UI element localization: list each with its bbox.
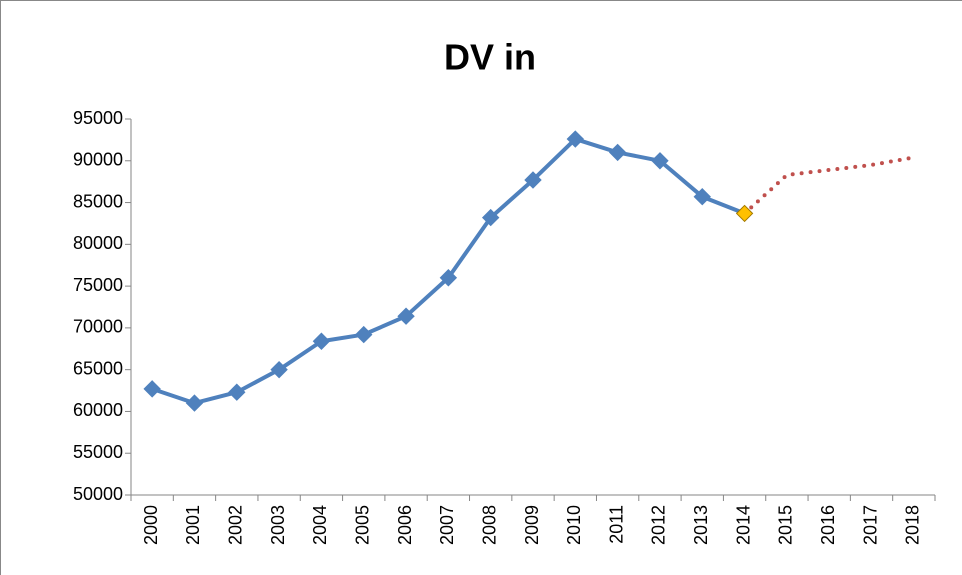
x-tick-label: 2013 <box>691 505 711 545</box>
x-tick-label: 2002 <box>226 505 246 545</box>
marker <box>270 360 288 379</box>
x-tick-label: 2011 <box>606 505 626 544</box>
x-tick-label: 2005 <box>352 505 372 545</box>
y-tick-label: 50000 <box>73 484 123 504</box>
y-tick-label: 85000 <box>73 191 123 211</box>
marker <box>524 171 542 189</box>
x-tick-label: 2001 <box>183 505 203 545</box>
x-tick-label: 2010 <box>564 505 584 545</box>
x-tick-label: 2016 <box>818 505 838 545</box>
x-tick-label: 2006 <box>395 505 415 545</box>
x-tick-label: 2003 <box>268 505 288 545</box>
x-tick-label: 2015 <box>776 505 796 545</box>
y-tick-label: 65000 <box>73 358 123 378</box>
y-tick-label: 90000 <box>73 150 123 170</box>
x-tick-label: 2018 <box>903 505 923 545</box>
x-tick-label: 2007 <box>437 505 457 545</box>
y-tick-label: 55000 <box>73 442 123 462</box>
marker <box>355 325 373 344</box>
x-tick-label: 2017 <box>860 505 880 545</box>
highlight-marker <box>735 204 754 223</box>
y-tick-label: 95000 <box>73 108 123 128</box>
marker <box>185 394 204 412</box>
marker <box>693 187 711 206</box>
y-tick-label: 75000 <box>73 275 123 295</box>
marker <box>651 152 669 170</box>
marker <box>481 208 500 227</box>
marker <box>228 383 246 401</box>
x-tick-label: 2012 <box>649 505 669 545</box>
y-tick-label: 70000 <box>73 317 123 337</box>
x-tick-label: 2014 <box>733 505 753 545</box>
x-tick-label: 2000 <box>141 505 161 545</box>
marker <box>608 143 627 162</box>
chart-title: DV in <box>444 37 536 78</box>
x-tick-label: 2004 <box>310 505 330 545</box>
line-series <box>742 155 916 216</box>
x-tick-label: 2008 <box>479 505 499 545</box>
marker <box>312 332 331 350</box>
marker <box>143 380 161 398</box>
y-tick-label: 80000 <box>73 233 123 253</box>
marker <box>566 130 585 148</box>
y-tick-label: 60000 <box>73 400 123 420</box>
marker <box>439 269 458 287</box>
marker <box>397 307 415 325</box>
x-tick-label: 2009 <box>522 505 542 545</box>
